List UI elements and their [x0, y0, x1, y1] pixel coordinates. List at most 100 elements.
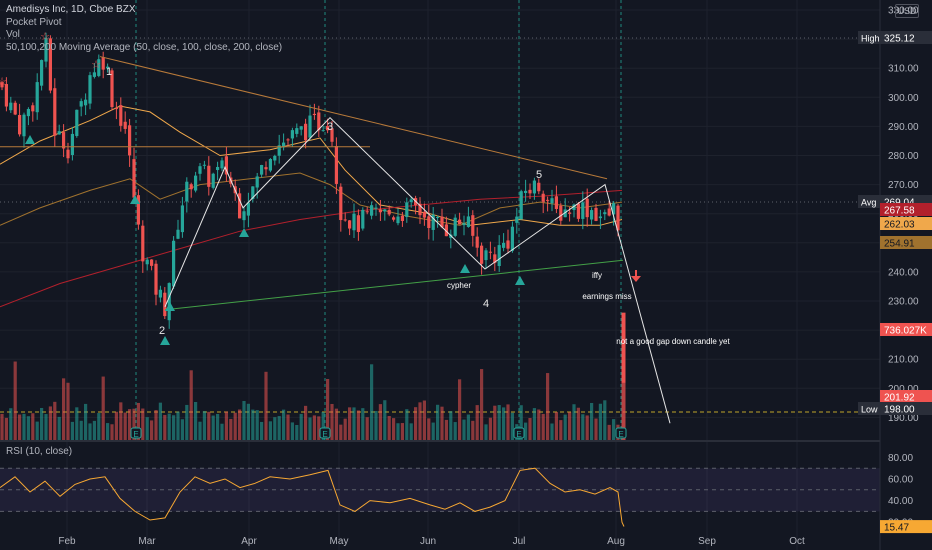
volume-bar: [532, 408, 536, 440]
price-tick-label: 240.00: [888, 267, 919, 278]
candle: [211, 173, 215, 188]
candle: [224, 156, 228, 175]
indicator-pocket-pivot[interactable]: Pocket Pivot: [6, 16, 62, 28]
candle: [9, 102, 13, 111]
volume-bar: [286, 414, 290, 440]
time-axis[interactable]: Feb Mar Apr May Jun Jul Aug Sep Oct: [58, 536, 805, 547]
chart-legend: Amedisys Inc, 1D, Cboe BZX Pocket Pivot …: [6, 4, 282, 54]
candle: [4, 84, 8, 107]
candle: [26, 109, 30, 117]
volume-bar: [317, 416, 321, 440]
candle: [546, 199, 550, 201]
volume-bar: [290, 422, 294, 440]
rsi-legend[interactable]: RSI (10, close): [6, 446, 73, 457]
volume-bar: [449, 411, 453, 440]
pocket-pivot-marker: [460, 264, 470, 273]
volume-value-bg: [880, 323, 932, 336]
ma200-value: 267.58: [884, 206, 915, 217]
candle: [97, 59, 101, 76]
candle: [493, 254, 497, 263]
volume-bar: [4, 417, 8, 440]
time-tick-label: Apr: [241, 536, 257, 547]
candle: [57, 131, 61, 135]
volume-bar: [79, 420, 83, 440]
markers: ☆ ☆ ☆: [0, 31, 525, 345]
candle: [176, 229, 180, 239]
volume-value: 736.027K: [884, 326, 927, 337]
volume-bar: [40, 407, 44, 440]
volume-bar: [53, 401, 57, 440]
volume-bar: [299, 413, 303, 440]
volume-bar: [576, 407, 580, 440]
cypher-label: cypher: [447, 281, 471, 290]
time-tick-label: Feb: [58, 536, 76, 547]
avg-tag-bg: [858, 195, 880, 208]
volume-bar: [361, 408, 365, 440]
candle: [334, 146, 338, 184]
volume-bar: [321, 412, 325, 440]
price-tick-label: 310.00: [888, 64, 919, 75]
candle: [40, 60, 44, 86]
candle: [436, 216, 440, 218]
indicator-moving-average[interactable]: 50,100,200 Moving Average (50, close, 10…: [6, 41, 283, 53]
currency-badge[interactable]: USD: [895, 4, 919, 18]
low-value-bg: [880, 402, 932, 415]
volume-bar: [282, 409, 286, 440]
price-labels: High325.12Avg269.04267.58262.03254.91736…: [858, 31, 932, 534]
volume-bar: [84, 403, 88, 440]
price-tick-label: 190.00: [888, 413, 919, 424]
star-icon: ☆: [40, 31, 50, 43]
time-tick-label: Oct: [789, 536, 805, 547]
candle: [392, 217, 396, 220]
candle: [616, 205, 620, 231]
candle: [431, 214, 435, 230]
star-icon: ☆: [91, 59, 101, 71]
volume-bar: [563, 414, 567, 440]
volume-bar: [92, 420, 96, 440]
candle: [308, 115, 312, 138]
candle: [515, 216, 519, 223]
volume-bar: [524, 422, 528, 440]
candle: [172, 240, 176, 287]
candle: [352, 213, 356, 231]
last-close-value-bg: [880, 390, 932, 403]
pocket-pivot-marker: [239, 228, 249, 237]
candle: [541, 193, 545, 202]
volume-bar: [356, 410, 360, 440]
earnings-icon-glyph: E: [516, 430, 521, 439]
volume-bar: [348, 407, 352, 440]
ma100-value-bg: [880, 236, 932, 249]
earnings-icon: [615, 427, 627, 439]
volume-bar: [374, 411, 378, 440]
volume-bar: [352, 407, 356, 440]
volume-bar: [387, 415, 391, 440]
volume-bar: [497, 405, 501, 440]
candle: [453, 217, 457, 236]
volume-bar: [598, 403, 602, 440]
price-tick-label: 270.00: [888, 180, 919, 191]
candle: [532, 180, 536, 194]
volume-bar: [114, 411, 118, 440]
volume-bar: [167, 413, 171, 440]
wave-label-1: 1: [106, 66, 112, 78]
candle: [44, 37, 48, 62]
candle: [317, 112, 321, 131]
candle: [92, 72, 96, 77]
earnings-icon-glyph: E: [322, 430, 327, 439]
rsi-tick-label: 60.00: [888, 475, 913, 486]
volume-bar: [444, 419, 448, 440]
volume-bar: [414, 407, 418, 440]
price-axis[interactable]: 330.00320.00310.00300.00290.00280.00270.…: [879, 0, 932, 550]
candle: [79, 101, 83, 107]
candle: [167, 283, 171, 321]
last-close-value: 201.92: [884, 393, 915, 404]
indicator-volume[interactable]: Vol: [6, 29, 20, 40]
volume-bar: [9, 408, 13, 440]
volume-bar: [88, 423, 92, 440]
volume-bar: [400, 423, 404, 440]
candle: [163, 292, 167, 317]
symbol-title[interactable]: Amedisys Inc, 1D, Cboe BZX: [6, 4, 136, 15]
candle: [524, 190, 528, 193]
candle: [572, 204, 576, 211]
